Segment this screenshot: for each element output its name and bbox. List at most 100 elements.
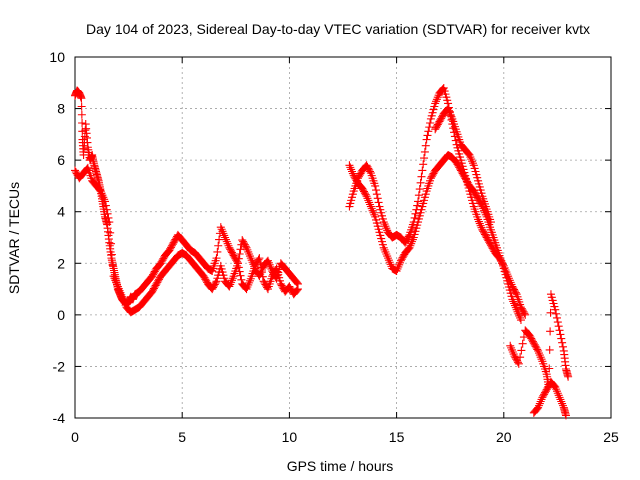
data-point (552, 385, 561, 394)
y-tick-label: -4 (53, 410, 66, 426)
data-point (438, 84, 447, 93)
data-point (98, 191, 107, 200)
data-point (546, 308, 555, 317)
data-point (447, 112, 456, 121)
data-point (516, 313, 525, 322)
data-point (258, 272, 267, 281)
data-point (119, 294, 128, 303)
data-point (234, 263, 243, 272)
data-point (509, 297, 518, 306)
data-point (536, 397, 545, 406)
data-point (107, 239, 116, 248)
data-point (551, 305, 560, 314)
data-point (112, 278, 121, 287)
y-tick-label: 6 (57, 152, 65, 168)
data-point (535, 351, 544, 360)
data-point (558, 399, 567, 408)
data-point (545, 345, 554, 354)
data-point (384, 256, 393, 265)
data-point (507, 345, 516, 354)
data-point (225, 282, 234, 291)
data-point (557, 397, 566, 406)
data-point (382, 250, 391, 259)
data-point (257, 268, 266, 277)
data-point (221, 233, 230, 242)
x-tick-label: 5 (178, 429, 186, 445)
series-arc-late-a (345, 83, 530, 319)
data-point (425, 123, 434, 132)
data-point (386, 260, 395, 269)
x-tick-label: 15 (389, 429, 405, 445)
data-point (383, 252, 392, 261)
data-point (381, 222, 390, 231)
data-point (212, 254, 221, 263)
data-point (552, 313, 561, 322)
data-point (346, 163, 355, 172)
data-point (421, 141, 430, 150)
data-point (215, 235, 224, 244)
data-point (518, 339, 527, 348)
data-point (382, 224, 391, 233)
data-point (373, 194, 382, 203)
data-point (348, 167, 357, 176)
y-tick-label: 10 (49, 49, 65, 65)
data-point (514, 309, 523, 318)
data-point (513, 307, 522, 316)
data-point (95, 185, 104, 194)
data-point (77, 110, 86, 119)
data-point (467, 155, 476, 164)
data-point (102, 205, 111, 214)
data-point (103, 209, 112, 218)
data-point (113, 280, 122, 289)
data-point (371, 181, 380, 190)
data-point (78, 119, 87, 128)
data-point (510, 299, 519, 308)
data-point (77, 102, 86, 111)
data-point (265, 260, 274, 269)
data-point (444, 106, 453, 115)
data-point (245, 250, 254, 259)
data-point (372, 190, 381, 199)
data-point (432, 97, 441, 106)
data-point (394, 262, 403, 271)
data-point (408, 235, 417, 244)
data-point (246, 254, 255, 263)
data-point (556, 330, 565, 339)
data-point (107, 250, 116, 259)
data-point (558, 401, 567, 410)
data-point (475, 219, 484, 228)
data-point (555, 326, 564, 335)
data-point (474, 217, 483, 226)
data-point (564, 372, 573, 381)
data-point (506, 341, 515, 350)
data-point (236, 271, 245, 280)
data-point (211, 278, 220, 287)
data-point (105, 218, 114, 227)
data-point (366, 167, 375, 176)
y-tick-label: 0 (57, 307, 65, 323)
data-point (534, 401, 543, 410)
data-point (266, 262, 275, 271)
x-tick-label: 20 (496, 429, 512, 445)
data-point (379, 218, 388, 227)
data-point (404, 232, 413, 241)
y-tick-label: 8 (57, 101, 65, 117)
data-point (556, 395, 565, 404)
data-point (510, 301, 519, 310)
data-point (370, 210, 379, 219)
data-point (424, 127, 433, 136)
data-point (365, 198, 374, 207)
data-point (345, 161, 354, 170)
data-point (235, 267, 244, 276)
data-point (395, 260, 404, 269)
data-point (362, 192, 371, 201)
data-point (347, 165, 356, 174)
data-point (532, 405, 541, 414)
data-point (509, 350, 518, 359)
data-point (536, 353, 545, 362)
data-point (534, 346, 543, 355)
data-point (415, 185, 424, 194)
data-point (546, 327, 555, 336)
data-point (396, 258, 405, 267)
